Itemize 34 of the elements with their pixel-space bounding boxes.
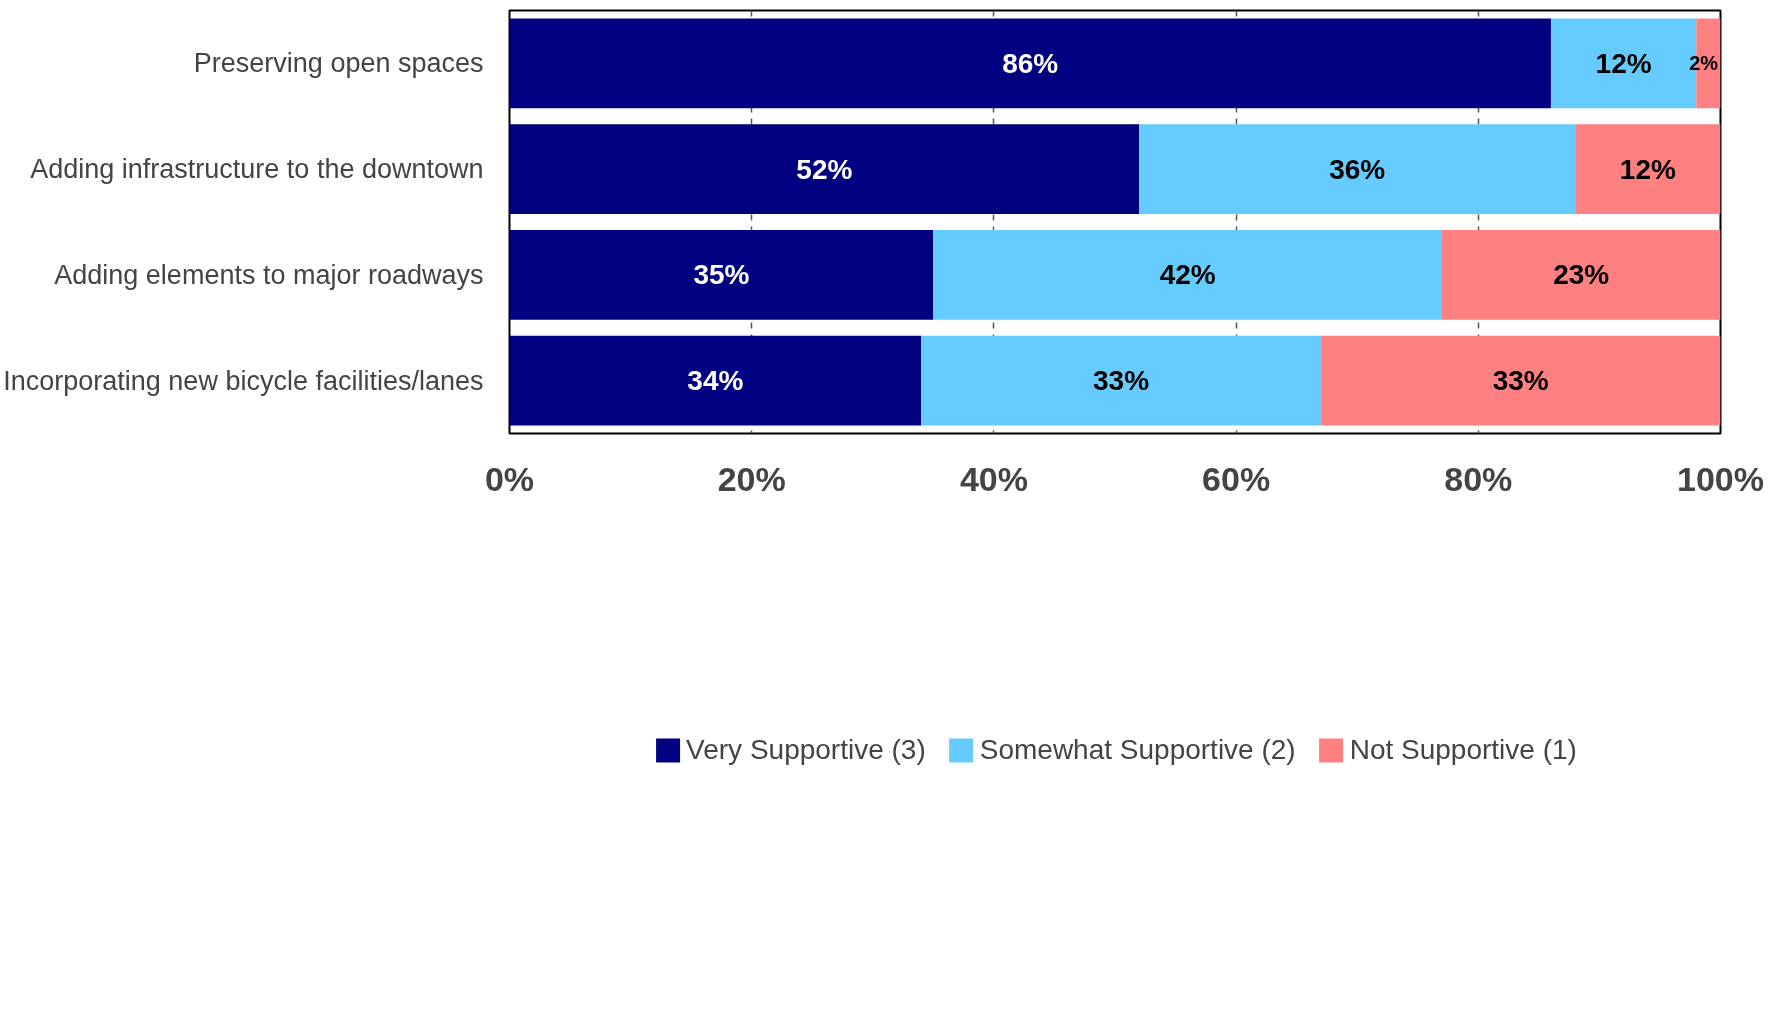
bar bbox=[1441, 229, 1721, 320]
x-tick-label: 60% bbox=[1202, 459, 1271, 498]
y-tick-label: Adding infrastructure to the downtown bbox=[30, 154, 484, 185]
y-tick-label: Incorporating new bicycle facilities/lanes bbox=[3, 365, 484, 396]
x-tick-label: 0% bbox=[484, 459, 535, 498]
bar bbox=[509, 18, 1551, 109]
y-tick-label: Adding elements to major roadways bbox=[54, 259, 484, 290]
y-tick-label: Preserving open spaces bbox=[193, 48, 484, 79]
data-label: 86% bbox=[1002, 47, 1059, 79]
data-label: 12% bbox=[1619, 153, 1676, 185]
bar bbox=[509, 229, 934, 320]
legend-label: Somewhat Supportive (2) bbox=[979, 734, 1296, 766]
data-label: 35% bbox=[693, 259, 750, 291]
legend-label: Not Supportive (1) bbox=[1349, 734, 1577, 766]
data-label: 33% bbox=[1093, 365, 1150, 397]
x-tick-label: 20% bbox=[717, 459, 786, 498]
x-tick-label: 80% bbox=[1444, 459, 1513, 498]
bar bbox=[1320, 335, 1721, 426]
x-tick-label: 100% bbox=[1677, 459, 1764, 498]
data-label: 36% bbox=[1329, 153, 1386, 185]
data-label: 12% bbox=[1595, 47, 1652, 79]
bar bbox=[921, 335, 1321, 426]
x-tick-label: 40% bbox=[959, 459, 1028, 498]
data-label: 42% bbox=[1159, 259, 1216, 291]
data-label: 34% bbox=[687, 365, 744, 397]
bar bbox=[509, 335, 922, 426]
bar bbox=[1575, 124, 1721, 215]
data-label: 33% bbox=[1492, 365, 1549, 397]
bar bbox=[933, 229, 1442, 320]
legend-label: Very Supportive (3) bbox=[686, 734, 926, 766]
bar bbox=[1139, 124, 1576, 215]
bar bbox=[509, 124, 1140, 215]
data-label: 52% bbox=[796, 153, 853, 185]
data-label: 23% bbox=[1553, 259, 1610, 291]
